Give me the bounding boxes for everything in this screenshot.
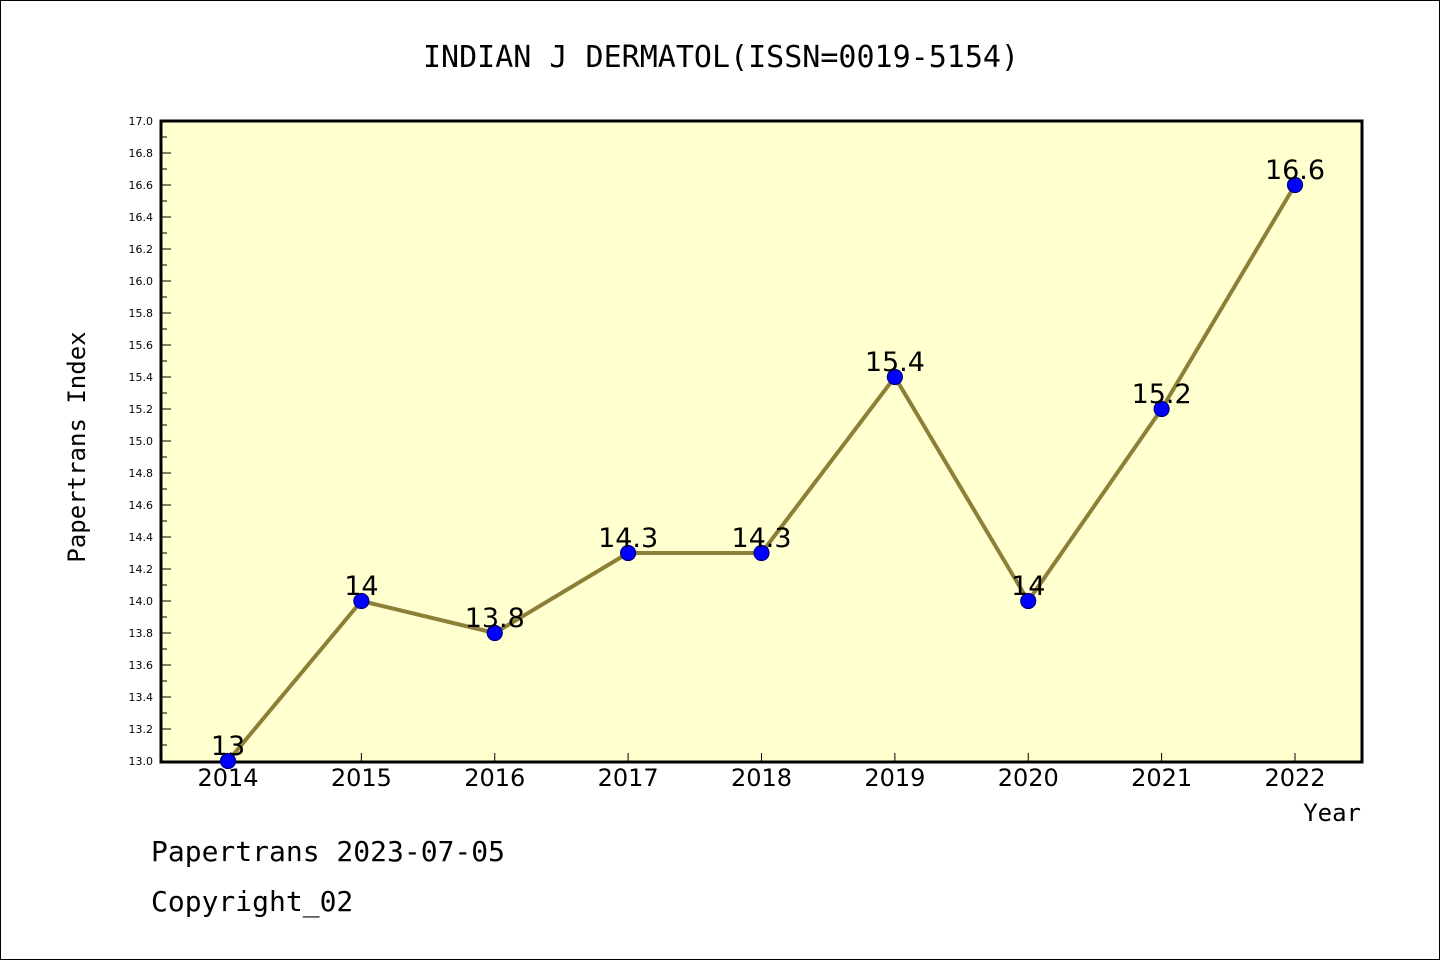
data-point	[1286, 176, 1304, 194]
y-tick-label: 14.8	[129, 467, 154, 480]
x-tick-label: 2021	[1131, 764, 1192, 792]
y-tick-label: 16.8	[129, 147, 154, 160]
footer-copyright: Copyright_02	[151, 885, 354, 918]
y-tick-label: 16.4	[129, 211, 154, 224]
data-label: 14.3	[731, 523, 791, 554]
data-label: 16.6	[1265, 155, 1325, 186]
y-tick-label: 13.6	[129, 659, 154, 672]
data-label: 15.4	[865, 347, 925, 378]
data-label: 14.3	[598, 523, 658, 554]
y-axis-label: Papertrans Index	[63, 331, 91, 562]
y-tick-label: 13.8	[129, 627, 154, 640]
data-label: 13.8	[465, 603, 525, 634]
x-tick-label: 2016	[464, 764, 525, 792]
y-tick-label: 14.4	[129, 531, 154, 544]
x-tick-label: 2019	[864, 764, 925, 792]
y-tick-label: 17.0	[129, 115, 154, 128]
y-tick-label: 13.0	[129, 755, 154, 768]
x-tick-label: 2018	[731, 764, 792, 792]
x-tick-label: 2020	[998, 764, 1059, 792]
x-tick-label: 2015	[331, 764, 392, 792]
y-tick-label: 13.4	[129, 691, 154, 704]
y-tick-label: 14.6	[129, 499, 154, 512]
data-point	[1153, 400, 1170, 418]
y-axis: 13.0 13.2 13.4 13.6 13.8 14.0 14.2 14.4 14.6 14.8…	[129, 115, 171, 768]
y-tick-label: 15.6	[129, 339, 154, 352]
footer-date: Papertrans 2023-07-05	[151, 835, 506, 868]
data-label: 15.2	[1132, 379, 1192, 410]
y-tick-label: 15.2	[129, 403, 154, 416]
data-point	[486, 624, 503, 642]
y-tick-label: 14.0	[129, 595, 154, 608]
y-tick-label: 16.6	[129, 179, 154, 192]
y-tick-label: 13.2	[129, 723, 154, 736]
data-point	[1020, 592, 1037, 610]
data-point	[886, 368, 903, 386]
y-tick-label: 15.4	[129, 371, 154, 384]
y-tick-label: 16.2	[129, 243, 154, 256]
x-tick-label: 2022	[1264, 764, 1325, 792]
y-tick-label: 16.0	[129, 275, 154, 288]
x-axis-label: Year	[1303, 799, 1361, 827]
data-label: 14	[1011, 571, 1045, 602]
x-axis: 2014 2015 2016 2017 2018 2019 2020 2021 2022	[197, 753, 1326, 792]
data-point	[353, 592, 370, 610]
plot-area	[159, 119, 1364, 764]
y-tick-label: 15.0	[129, 435, 154, 448]
data-point	[753, 544, 770, 562]
y-tick-label: 14.2	[129, 563, 154, 576]
data-point	[219, 752, 237, 770]
data-labels: 13 14 13.8 14.3 14.3 15.4 14 15.2 16.6	[211, 155, 1325, 762]
x-tick-label: 2017	[598, 764, 659, 792]
data-label: 13	[211, 731, 245, 762]
y-tick-label: 15.8	[129, 307, 154, 320]
chart-title: INDIAN J DERMATOL(ISSN=0019-5154)	[423, 40, 1019, 75]
data-label: 14	[344, 571, 378, 602]
data-markers	[219, 176, 1304, 770]
data-point	[620, 544, 637, 562]
